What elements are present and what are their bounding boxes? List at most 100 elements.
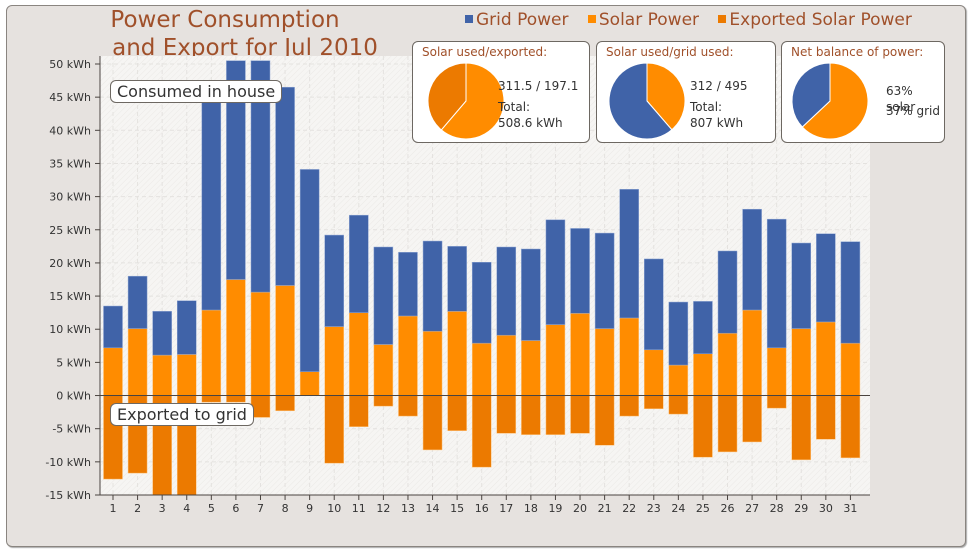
- pie-slice-solar: [646, 62, 686, 131]
- bar-solar: [742, 309, 762, 396]
- bar-exported: [766, 395, 787, 409]
- bar-exported: [349, 395, 369, 427]
- pie-chart: [427, 62, 505, 140]
- bar-grid: [373, 246, 394, 345]
- bar-exported: [570, 395, 590, 434]
- bar-solar: [422, 330, 443, 396]
- bar-solar: [275, 285, 295, 396]
- bar-solar: [324, 326, 344, 396]
- pie-total-label: Total:: [690, 100, 723, 114]
- bar-grid: [422, 240, 443, 332]
- pie-panel-solar-grid-used: Solar used/grid used: 312 / 495 Total: 8…: [596, 41, 776, 143]
- bar-solar: [447, 311, 467, 396]
- y-tick-label: 45 kWh: [49, 91, 91, 104]
- bar-grid: [570, 228, 590, 314]
- bar-exported: [791, 395, 812, 461]
- pie-slice-grid: [608, 62, 673, 140]
- x-tick-label: 22: [622, 502, 636, 515]
- bar-grid: [791, 242, 812, 329]
- x-tick-label: 14: [426, 502, 440, 515]
- x-tick-label: 31: [843, 502, 857, 515]
- x-tick-label: 11: [352, 502, 366, 515]
- bar-grid: [324, 234, 344, 327]
- x-tick-label: 6: [232, 502, 239, 515]
- bar-solar: [496, 334, 517, 396]
- pie-panel-title: Solar used/exported:: [422, 45, 548, 59]
- bar-exported: [717, 395, 738, 453]
- bar-exported: [693, 395, 713, 458]
- x-tick-label: 17: [499, 502, 513, 515]
- x-tick-label: 26: [721, 502, 735, 515]
- x-tick-label: 16: [475, 502, 489, 515]
- x-tick-label: 1: [110, 502, 117, 515]
- pie-slice-grid: [791, 62, 831, 128]
- bar-exported: [742, 395, 762, 443]
- pie-slice-solar: [801, 62, 869, 140]
- bar-solar: [226, 279, 246, 396]
- y-tick-label: 35 kWh: [49, 157, 91, 170]
- y-tick-label: 5 kWh: [56, 356, 91, 369]
- y-tick-label: -15 kWh: [45, 489, 91, 502]
- bar-grid: [717, 250, 738, 334]
- x-tick-label: 29: [794, 502, 808, 515]
- x-tick-label: 30: [819, 502, 833, 515]
- bar-grid: [176, 300, 197, 355]
- bar-exported: [398, 395, 418, 417]
- x-tick-label: 19: [548, 502, 562, 515]
- pie-total-value: 508.6 kWh: [498, 116, 563, 130]
- pie-ratio: 311.5 / 197.1: [498, 79, 579, 93]
- x-tick-label: 24: [671, 502, 685, 515]
- bar-solar: [299, 371, 320, 396]
- bar-exported: [816, 395, 836, 440]
- x-tick-label: 21: [598, 502, 612, 515]
- bar-grid: [152, 311, 172, 356]
- x-tick-label: 4: [183, 502, 190, 515]
- bar-solar: [127, 328, 148, 396]
- legend-swatch-grid: [465, 15, 473, 23]
- bar-grid: [398, 252, 418, 317]
- x-tick-label: 25: [696, 502, 710, 515]
- bar-exported: [422, 395, 443, 451]
- legend-item-solar[interactable]: Solar Power: [587, 10, 699, 30]
- bar-solar: [201, 309, 222, 396]
- y-tick-label: 15 kWh: [49, 290, 91, 303]
- y-tick-label: -10 kWh: [45, 456, 91, 469]
- legend-item-grid[interactable]: Grid Power: [465, 10, 568, 30]
- bar-grid: [226, 60, 246, 280]
- bar-grid: [594, 232, 615, 329]
- bar-exported: [275, 395, 295, 412]
- bar-solar: [373, 344, 394, 396]
- chart-title-line1: Power Consumption: [110, 7, 340, 33]
- legend-swatch-exported: [718, 15, 727, 23]
- pie-grid-percent: 37% grid: [886, 104, 940, 118]
- bar-solar: [717, 332, 738, 396]
- bar-solar: [840, 342, 861, 396]
- x-tick-label: 3: [159, 502, 166, 515]
- bar-solar: [816, 321, 836, 396]
- x-tick-label: 20: [573, 502, 587, 515]
- bar-exported: [324, 395, 344, 464]
- legend-item-exported[interactable]: Exported Solar Power: [718, 10, 912, 30]
- pie-panel-net-balance: Net balance of power: 63% solar 37% grid: [781, 41, 945, 143]
- x-tick-label: 2: [134, 502, 141, 515]
- bar-grid: [127, 275, 148, 329]
- bar-grid: [447, 246, 467, 312]
- bar-solar: [471, 342, 492, 396]
- bar-exported: [668, 395, 689, 415]
- bar-grid: [668, 301, 689, 366]
- bar-grid: [471, 262, 492, 344]
- x-tick-label: 12: [376, 502, 390, 515]
- bar-solar: [644, 349, 664, 396]
- x-tick-label: 18: [524, 502, 538, 515]
- x-tick-label: 13: [401, 502, 415, 515]
- y-tick-label: 0 kWh: [56, 390, 91, 403]
- x-tick-label: 27: [745, 502, 759, 515]
- bar-exported: [594, 395, 615, 446]
- x-tick-label: 23: [647, 502, 661, 515]
- pie-solar-percent: 63% solar: [886, 84, 916, 114]
- annotation-consumed: Consumed in house: [110, 80, 283, 103]
- bar-solar: [250, 291, 271, 396]
- bar-solar: [693, 353, 713, 396]
- legend-swatch-solar: [587, 15, 596, 23]
- y-tick-label: 40 kWh: [49, 124, 91, 137]
